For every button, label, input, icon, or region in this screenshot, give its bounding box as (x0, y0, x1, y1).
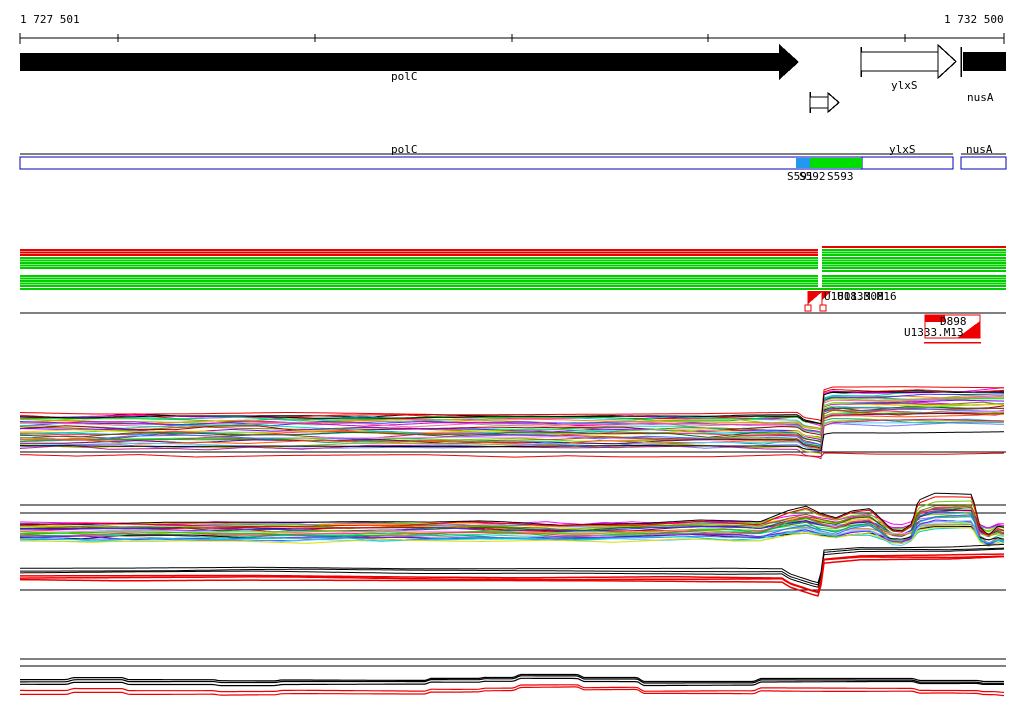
marker-track[interactable] (20, 291, 1006, 344)
gene-orf-small-arrowhead[interactable] (827, 91, 840, 114)
plot-line (19, 391, 1004, 425)
plot-line (20, 686, 1005, 697)
annotation-polc-label: polC (391, 143, 418, 156)
marker-u1333-label: U1333.M13 (904, 326, 964, 339)
annotation-nusa-label: nusA (966, 143, 993, 156)
marker-d898-label: D898 (940, 315, 967, 328)
variant-segment-S592-region[interactable] (796, 158, 810, 168)
plot-line (20, 500, 1005, 533)
plot-line (19, 452, 1005, 458)
variant-s593-label: S593 (827, 170, 854, 183)
gene-polC-arrowhead[interactable] (779, 44, 799, 80)
plot-line (19, 527, 1005, 544)
gene-arrows-track[interactable] (20, 43, 1006, 114)
plot-line (19, 422, 1005, 453)
marker-anchor[interactable] (804, 304, 812, 312)
plot-line (19, 527, 1005, 547)
plot-line (20, 673, 1004, 683)
plot-line (20, 675, 1004, 684)
sequence-ruler (19, 33, 1005, 44)
gene-ylxs-label: ylxS (891, 79, 918, 92)
plot-line (20, 677, 1004, 687)
marker-d898-wedge (957, 321, 980, 338)
plot-line (19, 555, 1005, 597)
marker-anchor[interactable] (819, 304, 827, 312)
coverage-panel-3[interactable] (20, 658, 1006, 697)
plot-line (19, 393, 1005, 434)
annotation-box-ylxS[interactable] (861, 156, 954, 170)
gene-orf-small-arrow[interactable] (809, 96, 829, 109)
plot-line (20, 555, 1005, 594)
plot-line (19, 411, 1005, 449)
marker-flag[interactable] (808, 291, 823, 304)
ruler-end-coordinate: 1 732 500 (944, 13, 1004, 26)
plot-line (19, 402, 1004, 440)
plot-line (20, 543, 1005, 584)
marker-flag[interactable] (822, 291, 831, 300)
gene-ylxS-arrowhead[interactable] (937, 43, 957, 80)
annotation-ylxs-label: ylxS (889, 143, 916, 156)
gene-polC-arrow[interactable] (20, 53, 779, 71)
alignment-track[interactable] (20, 246, 1006, 290)
annotation-track[interactable] (19, 153, 1007, 170)
annotation-box-nusA[interactable] (960, 156, 1007, 170)
marker-u1833-label: U1833.M16 (837, 290, 897, 303)
coverage-panel-1[interactable] (19, 386, 1006, 460)
plot-line (20, 413, 1005, 450)
marker-d898-fill (925, 315, 945, 322)
gene-nusA-arrow[interactable] (963, 52, 1006, 71)
plot-line (19, 386, 1005, 422)
plot-line (19, 394, 1005, 431)
marker-u1801-label: U1801.M08 (824, 290, 884, 303)
plot-line (20, 396, 1004, 426)
variant-s591-label: S591 (787, 170, 814, 183)
gene-nusa-label: nusA (967, 91, 994, 104)
gene-ylxS-arrow[interactable] (860, 51, 939, 72)
variant-s592-label: S592 (799, 170, 826, 183)
plot-line (19, 496, 1005, 536)
ruler-start-coordinate: 1 727 501 (20, 13, 80, 26)
annotation-box-polC[interactable] (19, 156, 863, 170)
plot-line (19, 409, 1004, 448)
coverage-panel-2[interactable] (19, 492, 1006, 597)
plot-line (20, 547, 1005, 586)
plot-line (19, 406, 1004, 443)
plot-line (20, 684, 1005, 693)
gene-polc-label: polC (391, 70, 418, 83)
plot-line (20, 492, 1005, 535)
plot-line (19, 407, 1004, 446)
plot-line (20, 548, 1005, 588)
plot-line (20, 431, 1004, 452)
variant-segment-S593-region[interactable] (810, 158, 862, 168)
